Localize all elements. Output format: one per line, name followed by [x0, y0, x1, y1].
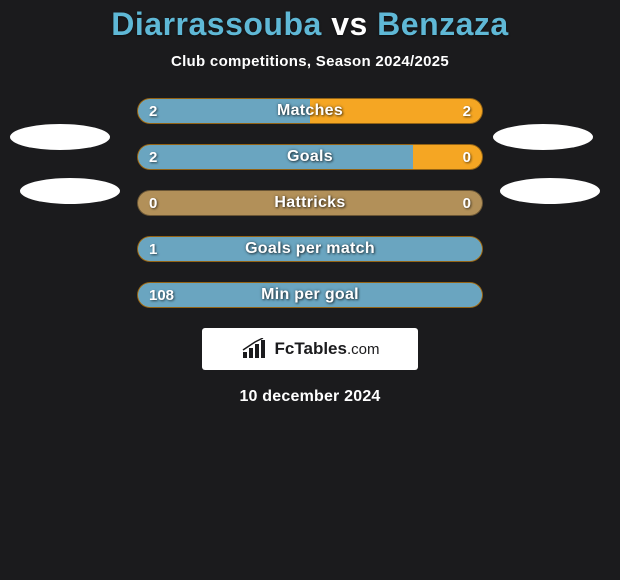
player2-name: Benzaza — [377, 6, 509, 42]
stat-value-right: 2 — [463, 98, 471, 124]
bar-chart-icon — [241, 338, 269, 360]
avatar-ellipse — [20, 178, 120, 204]
avatar-ellipse — [500, 178, 600, 204]
stat-label: Min per goal — [137, 282, 483, 308]
vs-separator: vs — [331, 6, 368, 42]
brand-text: FcTables.com — [275, 339, 380, 359]
stat-value-left: 2 — [149, 98, 157, 124]
stat-row: Min per goal108 — [137, 282, 483, 308]
brand-logo: FcTables.com — [202, 328, 418, 370]
comparison-infographic: Diarrassouba vs Benzaza Club competition… — [0, 0, 620, 406]
stat-value-left: 0 — [149, 190, 157, 216]
avatar-ellipse — [10, 124, 110, 150]
stat-value-left: 1 — [149, 236, 157, 262]
brand-c: c — [285, 339, 294, 359]
stat-row: Goals2 0 — [137, 144, 483, 170]
stat-row: Hattricks0 0 — [137, 190, 483, 216]
stat-row: Goals per match1 — [137, 236, 483, 262]
stat-label: Goals — [137, 144, 483, 170]
stat-label: Matches — [137, 98, 483, 124]
stat-label: Goals per match — [137, 236, 483, 262]
stat-value-left: 108 — [149, 282, 174, 308]
brand-f: F — [275, 339, 285, 359]
stat-value-right: 0 — [463, 190, 471, 216]
player1-name: Diarrassouba — [111, 6, 322, 42]
brand-rest: Tables — [294, 339, 347, 359]
stat-value-left: 2 — [149, 144, 157, 170]
avatar-ellipse — [493, 124, 593, 150]
subtitle: Club competitions, Season 2024/2025 — [0, 53, 620, 70]
stat-row: Matches2 2 — [137, 98, 483, 124]
date-label: 10 december 2024 — [0, 388, 620, 406]
stat-label: Hattricks — [137, 190, 483, 216]
stat-value-right: 0 — [463, 144, 471, 170]
brand-dotcom: .com — [347, 341, 380, 358]
page-title: Diarrassouba vs Benzaza — [0, 6, 620, 43]
